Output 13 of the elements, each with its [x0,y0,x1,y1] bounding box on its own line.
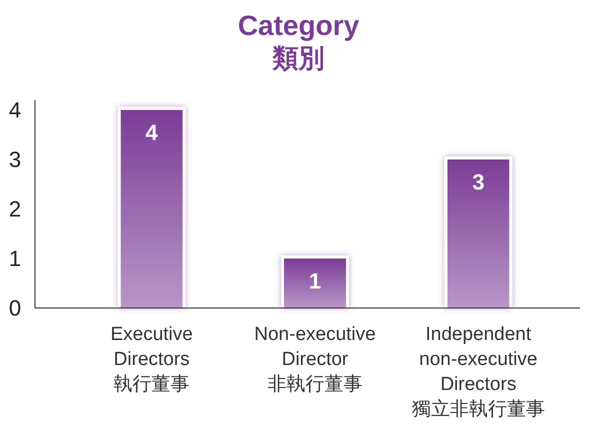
y-tick-label: 1 [8,246,22,271]
y-tick-label: 3 [8,146,22,172]
chart-title: Category [238,10,360,41]
y-tick-label: 4 [8,97,22,122]
chart-subtitle: 類別 [272,43,324,73]
data-label: 4 [146,120,159,145]
x-tick-label: Non-executive Director 非執行董事 [254,324,376,395]
data-label: 3 [472,169,484,194]
y-tick-label: 2 [8,196,22,222]
x-tick-label: Executive Directors 執行董事 [110,324,193,395]
data-label: 1 [308,268,322,294]
x-tick-label: Independent non-executive Directors 獨立非執行董事 [412,324,545,420]
y-tick-label: 0 [8,296,22,320]
